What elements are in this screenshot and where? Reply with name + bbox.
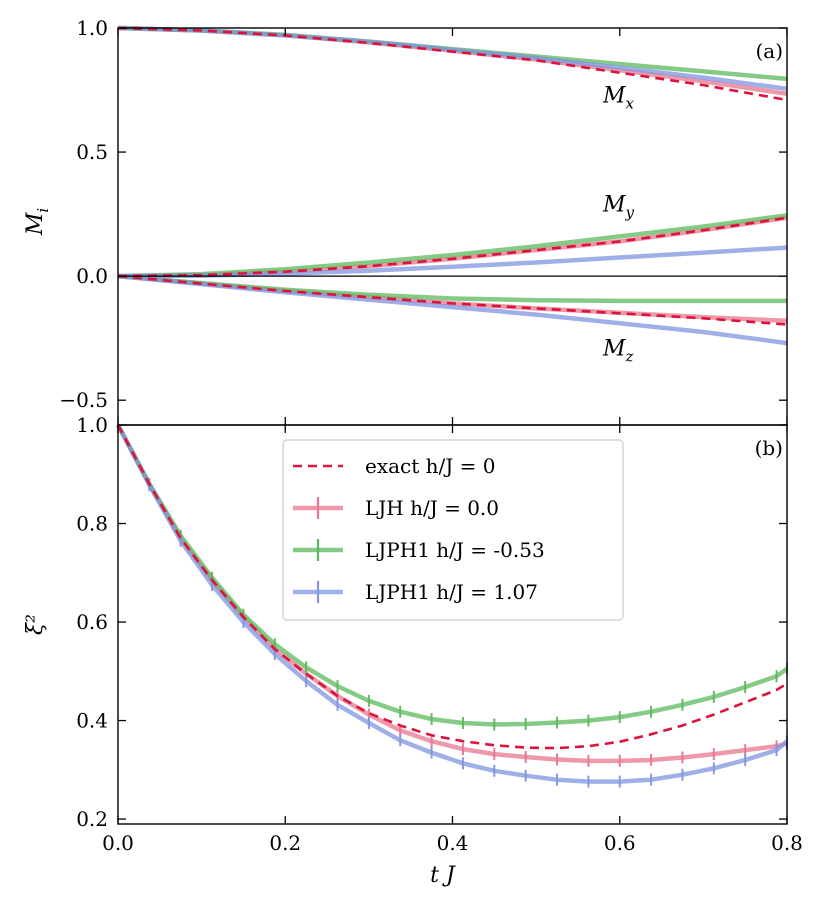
series-line-LJH-Mx	[117, 25, 788, 97]
panel-a-y-tick-label: 1.0	[76, 16, 108, 40]
legend: exact h/J = 0 LJH h/J = 0.0 LJPH1 h/J = -0…	[282, 439, 624, 621]
panel-b-y-tick-label: 0.8	[76, 512, 108, 536]
series-line-exact-Mz	[117, 274, 788, 326]
legend-label-exact: exact h/J = 0	[365, 454, 495, 478]
panel-a: 1.0 0.5 0.0 −0.5 (a) Mx My Mz Mi	[23, 16, 788, 426]
panel-b-y-axis-label: ξ²	[23, 614, 48, 635]
series-line-LJPH1_pos-Mz	[117, 273, 788, 346]
panel-a-annotations: Mx My Mz	[602, 83, 635, 365]
annotation-My: My	[602, 193, 635, 222]
panel-b-ticks: 1.0 0.8 0.6 0.4 0.2	[76, 413, 787, 831]
panel-a-label: (a)	[755, 39, 783, 63]
panel-a-series	[117, 25, 788, 346]
legend-box	[282, 439, 624, 621]
panel-a-y-tick-label: 0.0	[76, 264, 108, 288]
x-tick-label: 0.8	[771, 831, 803, 855]
x-tick-label: 0.6	[604, 831, 636, 855]
series-line-LJPH1_neg-My	[117, 213, 788, 279]
x-tick-label: 0.2	[269, 831, 301, 855]
panel-a-y-axis-label: Mi	[23, 208, 52, 237]
series-line-exact-My	[117, 216, 788, 278]
panel-b-y-tick-label: 0.4	[76, 709, 108, 733]
series-line-exact	[116, 424, 788, 750]
x-axis-label: t J	[430, 863, 456, 888]
panel-b-y-tick-label: 0.2	[76, 807, 108, 831]
x-axis-ticks: 0.0 0.2 0.4 0.6 0.8	[102, 28, 803, 855]
legend-label-LJH: LJH h/J = 0.0	[365, 496, 499, 520]
panel-b-y-tick-label: 1.0	[76, 413, 108, 437]
panel-b-y-tick-label: 0.6	[76, 610, 108, 634]
panel-b: 1.0 0.8 0.6 0.4 0.2 (b) exact h/J = 0 LJH h/J…	[23, 413, 789, 831]
panel-a-y-tick-label: −0.5	[59, 388, 108, 412]
x-tick-label: 0.4	[437, 831, 469, 855]
x-tick-label: 0.0	[102, 831, 134, 855]
annotation-Mx: Mx	[602, 83, 635, 112]
legend-label-LJPH1_neg: LJPH1 h/J = -0.53	[365, 538, 545, 562]
panel-b-series	[116, 423, 789, 788]
panel-a-y-tick-label: 0.5	[76, 140, 108, 164]
series-line-exact-Mx	[117, 26, 788, 102]
series-line-LJPH1_neg-Mz	[117, 273, 787, 304]
annotation-Mz: Mz	[602, 337, 634, 366]
panel-b-label: (b)	[755, 436, 783, 460]
panel-a-ticks: 1.0 0.5 0.0 −0.5	[59, 16, 787, 412]
legend-label-LJPH1_pos: LJPH1 h/J = 1.07	[365, 580, 538, 604]
